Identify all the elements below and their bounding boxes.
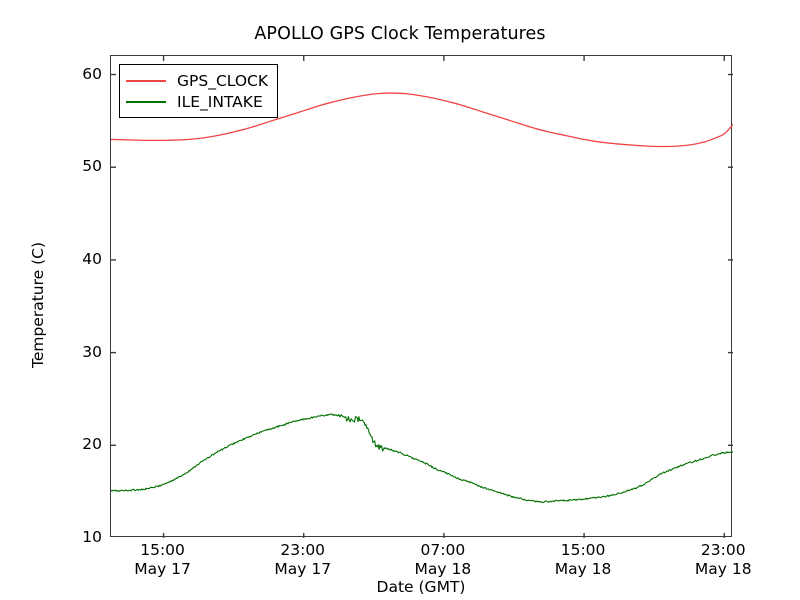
x-axis-tick-labels: 15:00 May 17 23:00 May 17 07:00 May 18 15:00 Ma… — [110, 541, 751, 587]
x-tick-date: May 17 — [134, 560, 191, 578]
legend-item[interactable]: ILE_INTAKE — [126, 91, 268, 112]
plot-svg — [111, 56, 733, 538]
x-tick-date: May 18 — [694, 560, 752, 578]
y-axis-label: Temperature (C) — [29, 241, 47, 369]
x-tick-time: 23:00 — [700, 541, 746, 559]
legend-color-swatch — [126, 100, 166, 103]
x-tick-label: 15:00 May 17 — [98, 541, 228, 579]
x-tick-time: 23:00 — [280, 541, 326, 559]
y-tick-label: 30 — [82, 342, 102, 361]
x-tick-label: 23:00 May 18 — [658, 541, 788, 579]
y-tick-label: 60 — [82, 64, 102, 83]
legend-label: ILE_INTAKE — [177, 92, 263, 111]
chart-title: APOLLO GPS Clock Temperatures — [254, 24, 546, 44]
x-axis-label: Date (GMT) — [376, 578, 466, 596]
x-tick-time: 15:00 — [140, 541, 185, 559]
x-tick-date: May 18 — [554, 560, 612, 578]
y-tick-label: 50 — [82, 157, 102, 176]
legend-label: GPS_CLOCK — [177, 71, 269, 90]
y-tick-label: 40 — [82, 249, 102, 268]
series-line-gps-clock — [111, 92, 733, 148]
legend-color-swatch — [126, 79, 166, 82]
x-tick-time: 15:00 — [560, 541, 606, 559]
x-tick-date: May 17 — [274, 560, 332, 578]
x-tick-date: May 18 — [414, 560, 472, 578]
axis-tick-marks — [111, 56, 733, 538]
series-paths — [111, 92, 733, 504]
chart-legend: GPS_CLOCK ILE_INTAKE — [119, 64, 279, 118]
x-tick-time: 07:00 — [420, 541, 466, 559]
plot-area: GPS_CLOCK ILE_INTAKE — [110, 55, 733, 538]
y-axis-tick-labels: 10 20 30 40 50 60 — [54, 55, 102, 546]
series-line-ile-intake — [111, 413, 733, 504]
y-tick-label: 20 — [82, 435, 102, 454]
y-tick-label: 10 — [82, 528, 102, 546]
x-tick-label: 15:00 May 18 — [518, 541, 648, 579]
x-tick-label: 07:00 May 18 — [378, 541, 508, 579]
x-tick-label: 23:00 May 17 — [238, 541, 368, 579]
legend-item[interactable]: GPS_CLOCK — [126, 70, 268, 91]
